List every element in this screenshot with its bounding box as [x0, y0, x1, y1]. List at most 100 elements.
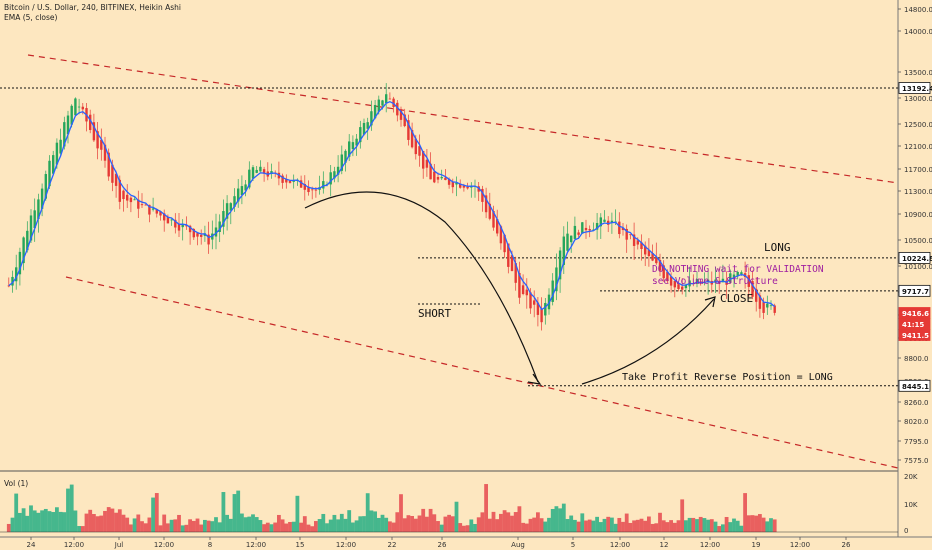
volume-bar [29, 505, 33, 532]
time-tick-label: 24 [27, 541, 36, 549]
volume-bar [561, 503, 566, 532]
volume-bar [273, 522, 278, 532]
candle-body [451, 181, 454, 188]
annotation-short: SHORT [418, 307, 452, 320]
price-tick-label: 13500.0 [904, 69, 932, 77]
volume-bar [77, 526, 81, 532]
candle-body [362, 122, 366, 135]
candle-body [59, 139, 62, 154]
volume-bar [110, 508, 115, 532]
price-tick-label: 8800.0 [904, 355, 929, 363]
candle-body [52, 155, 55, 174]
candle-body [525, 289, 528, 296]
volume-bar [476, 517, 481, 532]
time-tick-label: 12:00 [790, 541, 810, 549]
candle-body [740, 272, 743, 275]
candle-body [148, 204, 151, 215]
volume-bar [732, 518, 736, 532]
candle-body [248, 169, 251, 188]
volume-bar [188, 519, 192, 532]
candle-body [240, 186, 244, 195]
candle-body [100, 139, 103, 150]
candle-body [66, 115, 70, 135]
volume-bar [684, 520, 688, 532]
price-tick-label: 10100.0 [904, 263, 932, 271]
candle-body [37, 199, 40, 219]
volume-label[interactable]: Vol (1) [4, 479, 29, 488]
candle-body [666, 271, 669, 281]
candle-body [507, 243, 510, 267]
volume-bar [550, 508, 555, 532]
volume-bar [236, 490, 241, 532]
volume-bar [743, 493, 747, 532]
candle-body [170, 219, 173, 221]
volume-bar [480, 512, 485, 532]
volume-bar [206, 520, 211, 532]
candle-body [137, 199, 140, 209]
volume-bar [621, 521, 625, 532]
candle-body [373, 104, 377, 119]
volume-bar [36, 512, 41, 532]
volume-bar [92, 514, 96, 532]
volume-bar [591, 520, 596, 532]
candle-body [237, 188, 240, 202]
volume-bar [569, 515, 574, 532]
time-tick-label: 19 [752, 541, 761, 549]
volume-bar [210, 521, 215, 532]
volume-bar [739, 525, 744, 532]
candle-body [755, 288, 758, 302]
candle-body [192, 228, 195, 238]
candle-body [555, 267, 558, 292]
volume-bar [432, 514, 437, 532]
volume-bar [647, 516, 651, 532]
volume-bar [447, 514, 451, 532]
candle-body [111, 164, 114, 183]
volume-bar [661, 520, 666, 532]
volume-bar [117, 509, 122, 532]
candle-body [684, 284, 688, 289]
symbol-title[interactable]: Bitcoin / U.S. Dollar, 240, BITFINEX, He… [4, 3, 181, 12]
price-tick-label: 12100.0 [904, 143, 932, 151]
volume-bar [635, 519, 640, 532]
candle-body [366, 122, 369, 129]
time-tick-label: 22 [388, 541, 397, 549]
volume-bar [347, 510, 352, 532]
volume-bar [495, 519, 500, 532]
candle-body [333, 171, 336, 179]
candle-body [562, 236, 565, 265]
volume-bar [632, 520, 636, 532]
volume-bar [251, 514, 255, 532]
volume-bar [410, 516, 414, 532]
volume-bar [232, 494, 237, 532]
volume-bar [314, 521, 318, 532]
candle-body [26, 230, 29, 251]
volume-bar [69, 484, 74, 532]
candles-group [7, 83, 776, 331]
candle-body [385, 94, 388, 103]
indicator-title[interactable]: EMA (5, close) [4, 13, 58, 22]
volume-bar [702, 518, 707, 532]
volume-bar [99, 515, 104, 532]
candle-body [40, 188, 44, 209]
candle-body [225, 203, 229, 219]
volume-bar [513, 512, 518, 532]
candle-body [348, 141, 351, 157]
candle-body [529, 292, 532, 309]
candle-body [425, 159, 429, 168]
candle-body [410, 129, 414, 148]
volume-bar [765, 521, 770, 532]
price-badge-label: 13192.4 [902, 85, 932, 93]
volume-bar [628, 522, 633, 532]
volume-bar [750, 515, 755, 532]
volume-bar [543, 521, 548, 532]
candle-body [48, 160, 51, 187]
volume-bar [695, 519, 699, 532]
volume-bar [191, 520, 196, 532]
candle-body [11, 276, 14, 286]
volume-bar [55, 507, 59, 532]
price-tick-label: 8260.0 [904, 399, 929, 407]
candle-body [747, 275, 750, 287]
volume-bar [80, 526, 85, 532]
